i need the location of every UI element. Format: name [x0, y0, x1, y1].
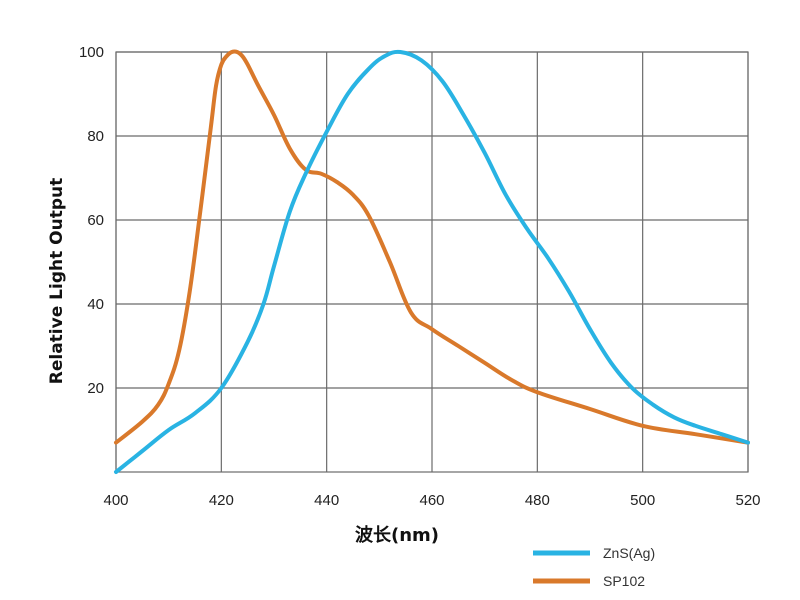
- series-line-zns-ag: [114, 49, 750, 474]
- x-tick-label: 460: [419, 492, 444, 509]
- y-axis-label: Relative Light Output: [47, 178, 67, 384]
- series-lines: [114, 49, 750, 474]
- x-tick-label: 420: [209, 492, 234, 509]
- x-tick-label: 400: [103, 492, 128, 509]
- x-tick-label: 520: [735, 492, 760, 509]
- y-tick-label: 60: [87, 212, 104, 229]
- x-axis-label: 波长(nm): [355, 524, 439, 546]
- legend-label-zns-ag: ZnS(Ag): [603, 545, 655, 561]
- x-axis-ticks: 400 420 440 460 480 500 520: [103, 492, 760, 509]
- y-axis-ticks: 20 40 60 80 100: [79, 44, 104, 397]
- y-tick-label: 40: [87, 296, 104, 313]
- legend-label-sp102: SP102: [603, 573, 645, 589]
- legend: ZnS(Ag) SP102: [533, 545, 655, 589]
- y-tick-label: 20: [87, 380, 104, 397]
- y-tick-label: 100: [79, 44, 104, 61]
- y-tick-label: 80: [87, 128, 104, 145]
- gridlines: [115, 51, 749, 473]
- x-tick-label: 500: [630, 492, 655, 509]
- x-tick-label: 440: [314, 492, 339, 509]
- x-tick-label: 480: [525, 492, 550, 509]
- series-line-sp102: [114, 49, 750, 445]
